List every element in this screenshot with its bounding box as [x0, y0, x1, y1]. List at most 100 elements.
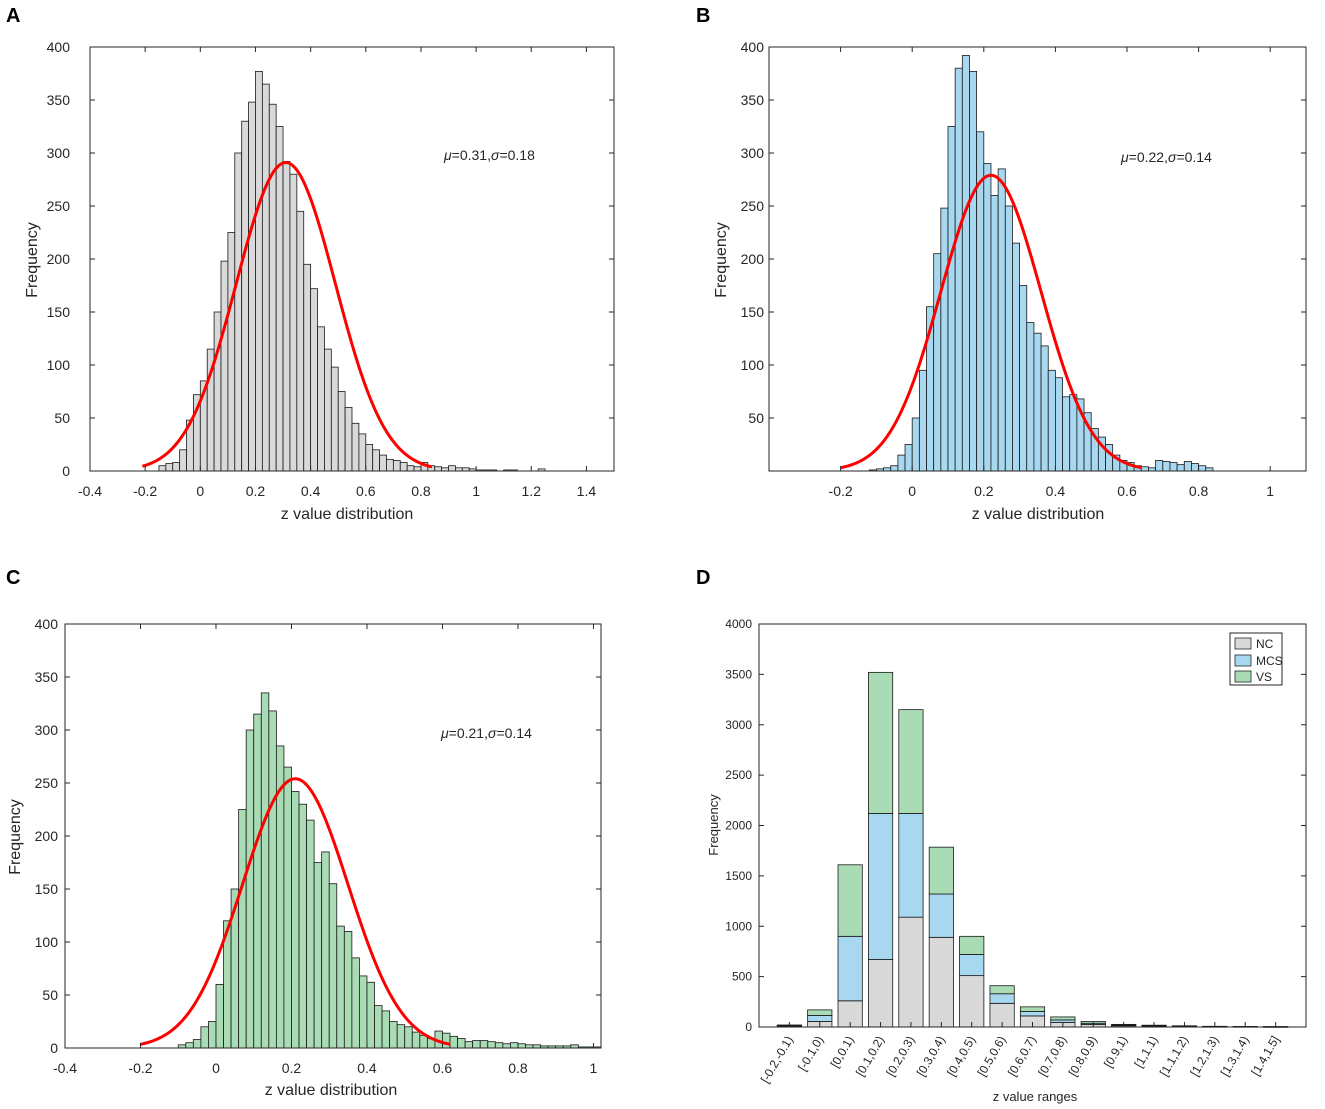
histogram-bar	[969, 70, 978, 472]
histogram-bar	[268, 103, 277, 472]
histogram-bar	[479, 1040, 489, 1049]
legend-label-nc: NC	[1256, 637, 1274, 651]
stacked-bar-vs	[898, 709, 924, 814]
histogram-bar	[1140, 466, 1149, 472]
histogram-bar	[208, 1021, 217, 1049]
histogram-bar	[890, 465, 899, 472]
x-tick-label: 0	[908, 483, 916, 499]
x-tick-label: [-0.2,-0.1)	[758, 1034, 796, 1086]
x-tick-label: 0	[212, 1060, 220, 1076]
histogram-bar	[317, 326, 325, 472]
x-tick-label: 0.8	[411, 483, 431, 499]
histogram-bar	[255, 70, 263, 472]
histogram-bar	[337, 391, 346, 472]
y-tick-label: 250	[35, 775, 59, 791]
y-axis-title-a: Frequency	[24, 222, 41, 298]
y-tick-label: 4000	[725, 617, 752, 631]
histogram-bar	[303, 263, 312, 472]
y-tick-label: 50	[42, 987, 58, 1003]
histogram-bar	[406, 465, 415, 472]
histogram-bar	[1033, 332, 1042, 472]
histogram-bar	[313, 862, 323, 1049]
x-axis-title-b: z value distribution	[972, 506, 1105, 523]
x-tick-label: [0.9,1)	[1101, 1034, 1130, 1070]
y-tick-label: 1500	[725, 869, 752, 883]
histogram-bar	[215, 984, 224, 1049]
histogram-bar	[1004, 205, 1013, 472]
histogram-bar	[1055, 377, 1063, 472]
histogram-bar	[448, 465, 456, 472]
x-tick-label: [0.7,0.8)	[1035, 1034, 1069, 1079]
histogram-bar	[990, 194, 999, 472]
histogram-bar	[1012, 242, 1021, 472]
stacked-bar-vs	[989, 985, 1015, 995]
y-tick-label: 3500	[725, 667, 752, 681]
histogram-bar	[983, 163, 992, 472]
y-tick-label: 50	[54, 410, 70, 426]
histogram-bar	[220, 260, 229, 472]
histogram-bar	[291, 791, 300, 1049]
histogram-bar	[1183, 461, 1192, 472]
histogram-bar	[386, 458, 394, 472]
histogram-bar	[404, 1026, 413, 1049]
histogram-bar	[372, 449, 380, 472]
y-tick-label: 100	[35, 934, 59, 950]
y-tick-label: 200	[47, 251, 71, 267]
histogram-bar	[897, 454, 906, 472]
histogram-bar	[1040, 345, 1049, 472]
y-axis-title-c: Frequency	[7, 799, 24, 875]
y-tick-label: 300	[741, 145, 765, 161]
histogram-bar	[158, 465, 167, 472]
histogram-bar	[241, 120, 249, 472]
panel-a: A 0 50 100 150 200 250 300 350 400 -0.4 -0.2 0 0.2 0.…	[6, 5, 615, 523]
legend-d: NC MCS VS	[1229, 632, 1283, 686]
histogram-bar	[449, 1035, 458, 1049]
stacked-bar-mcs	[928, 893, 954, 938]
x-tick-label: [0.5,0.6)	[975, 1034, 1009, 1079]
legend-swatch-vs	[1234, 670, 1252, 683]
stacked-bar-vs	[928, 846, 954, 895]
x-tick-label: 0.6	[433, 1060, 453, 1076]
histogram-bar	[275, 126, 284, 472]
histogram-bar	[472, 1040, 481, 1049]
histogram-bar	[904, 444, 913, 472]
histogram-bar	[365, 444, 374, 472]
stacked-bar-vs	[868, 671, 894, 814]
normal-fit-curve	[141, 161, 433, 469]
histogram-bar	[1026, 322, 1035, 472]
x-tick-label: 0	[196, 483, 204, 499]
histogram-bar	[399, 462, 408, 472]
y-tick-label: 50	[748, 410, 764, 426]
x-tick-label: 0.4	[1046, 483, 1066, 499]
x-tick-label: -0.4	[78, 483, 102, 499]
x-tick-label: 0.2	[282, 1060, 302, 1076]
y-tick-label: 400	[35, 616, 59, 632]
panel-label-b: B	[696, 5, 710, 27]
x-tick-label: 0.2	[974, 483, 994, 499]
x-axis-title-c: z value distribution	[265, 1082, 398, 1099]
histogram-bar	[351, 957, 360, 1049]
histogram-bar	[248, 101, 256, 472]
x-tick-label: -0.2	[133, 483, 157, 499]
histogram-bar	[1047, 369, 1056, 472]
fit-annotation-a: μ=0.31,σ=0.18	[443, 147, 535, 163]
histogram-bar	[487, 1041, 496, 1049]
y-tick-label: 150	[741, 304, 765, 320]
histogram-bar	[411, 1031, 421, 1049]
y-tick-label: 350	[35, 669, 59, 685]
y-tick-label: 300	[35, 722, 59, 738]
y-tick-label: 150	[35, 881, 59, 897]
histogram-bar	[494, 1042, 504, 1049]
histogram-bar	[306, 819, 315, 1049]
histogram-bar	[940, 207, 949, 472]
histogram-bar	[517, 1043, 526, 1049]
y-tick-label: 100	[741, 357, 765, 373]
histogram-bar	[413, 466, 422, 472]
histogram-bar	[185, 1042, 194, 1049]
histogram-bar	[283, 766, 292, 1049]
histogram-bar	[336, 925, 345, 1049]
y-tick-label: 100	[47, 357, 71, 373]
histogram-bar	[298, 803, 307, 1049]
panel-b: B 50 100 150 200 250 300 350 400 -0.2 0 0.2 0.4 0.6 0…	[696, 5, 1307, 523]
histogram-bar	[179, 449, 187, 472]
